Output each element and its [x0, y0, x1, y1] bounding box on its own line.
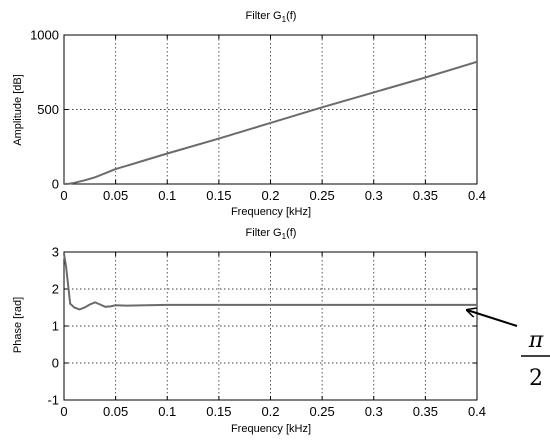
phase-x-tick-label: 0.2 [261, 404, 279, 419]
phase-y-tick-label: 0 [52, 356, 59, 371]
phase-y-tick-label: 3 [52, 245, 59, 260]
amplitude-x-tick-labels: 0 0.05 0.1 0.15 0.2 0.25 0.3 0.35 0.4 [60, 188, 486, 203]
amplitude-x-tick-label: 0.3 [365, 188, 383, 203]
phase-axes-frame [63, 251, 478, 401]
phase-series-line [63, 253, 477, 311]
phase-x-tick-label: 0.35 [413, 404, 438, 419]
amplitude-y-axis-label: Amplitude [dB] [12, 74, 24, 146]
amplitude-series-line [63, 60, 478, 185]
annotation-denominator: 2 [529, 366, 543, 391]
amplitude-x-tick-label: 0.15 [206, 188, 231, 203]
amplitude-axes-frame [63, 34, 478, 185]
phase-x-tick-label: 0.1 [158, 404, 176, 419]
amplitude-x-tick-label: 0 [60, 188, 67, 203]
amplitude-title: Filter G1(f) [246, 10, 297, 24]
phase-y-tick-label: -1 [47, 393, 59, 408]
phase-grid [64, 252, 477, 400]
amplitude-y-tick-label: 0 [52, 177, 59, 192]
amplitude-x-tick-label: 0.25 [309, 188, 334, 203]
phase-x-tick-label: 0.15 [206, 404, 231, 419]
phase-tick-marks [63, 251, 478, 401]
annotation-numerator: π [528, 328, 544, 353]
phase-y-tick-labels: -1 0 1 2 3 [47, 245, 59, 408]
amplitude-x-tick-label: 0.4 [468, 188, 486, 203]
phase-title: Filter G1(f) [246, 227, 297, 241]
phase-x-tick-label: 0.4 [468, 404, 486, 419]
amplitude-grid [64, 35, 477, 184]
amplitude-tick-marks [63, 34, 478, 185]
amplitude-x-axis-label: Frequency [kHz] [231, 206, 311, 218]
phase-x-tick-label: 0.05 [103, 404, 128, 419]
amplitude-y-tick-labels: 0 500 1000 [30, 28, 59, 192]
phase-y-axis-label: Phase [rad] [12, 297, 24, 353]
amplitude-x-tick-label: 0.1 [158, 188, 176, 203]
phase-panel: Filter G1(f) 0 0.05 0.1 0.15 0.2 0.25 0.3 0.35 0… [12, 227, 486, 435]
phase-x-tick-label: 0.3 [365, 404, 383, 419]
phase-y-tick-label: 1 [52, 319, 59, 334]
amplitude-x-tick-label: 0.2 [261, 188, 279, 203]
phase-x-axis-label: Frequency [kHz] [231, 423, 311, 435]
phase-x-tick-label: 0.25 [309, 404, 334, 419]
amplitude-panel: Filter G1(f) 0 0.05 0.1 0.15 0.2 0.25 0.3 0.35 0… [12, 10, 486, 218]
amplitude-x-tick-label: 0.35 [413, 188, 438, 203]
annotation-arrow [467, 310, 518, 327]
phase-y-tick-label: 2 [52, 282, 59, 297]
pi-over-2-annotation: π 2 [467, 310, 550, 391]
amplitude-x-tick-label: 0.05 [103, 188, 128, 203]
amplitude-y-tick-label: 1000 [30, 28, 59, 43]
phase-x-tick-labels: 0 0.05 0.1 0.15 0.2 0.25 0.3 0.35 0.4 [60, 404, 486, 419]
amplitude-y-tick-label: 500 [37, 102, 59, 117]
phase-x-tick-label: 0 [60, 404, 67, 419]
